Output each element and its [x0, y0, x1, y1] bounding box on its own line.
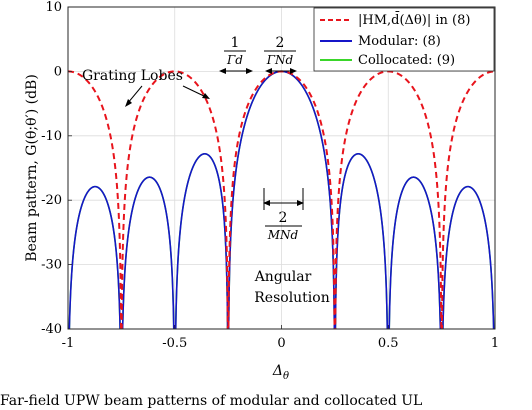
- grating-arrow-right: [182, 85, 207, 98]
- y-tick-label: -30: [41, 258, 62, 273]
- x-tick-label: 1: [491, 336, 499, 351]
- ann2-arrow-r: [290, 68, 297, 74]
- annotations: Grating Lobes 1 Γd 2 ΓNd 2 MNd Angular R…: [82, 35, 330, 306]
- angular-label: Angular: [254, 269, 312, 285]
- y-tick-label: -10: [41, 129, 62, 144]
- ann3-denominator: MNd: [267, 228, 299, 242]
- legend-text-collocated: Collocated: (9): [358, 53, 455, 68]
- beam-pattern-chart: -1 -0.5 0 0.5 1 -40 -30 -20 -10 0 10 Δθ Beam patte…: [24, 0, 499, 382]
- x-axis-label: Δθ: [272, 363, 289, 382]
- grating-arrowhead-right: [202, 93, 210, 99]
- y-axis-label: Beam pattern, G(θ;θ′) (dB): [24, 74, 40, 262]
- legend-text-envelope: |HM,d̄(Δθ)| in (8): [358, 11, 470, 28]
- resolution-label: Resolution: [254, 290, 329, 306]
- grating-arrowhead-left: [125, 99, 132, 107]
- x-tick-label: -0.5: [162, 336, 187, 351]
- y-tick-label: -40: [41, 322, 62, 337]
- x-tick-label: -1: [62, 336, 75, 351]
- ann1-arrow-l: [219, 68, 226, 74]
- ann1-numerator: 1: [231, 35, 240, 51]
- y-tick-label: 0: [54, 64, 62, 79]
- y-tick-label: -20: [41, 193, 62, 208]
- figure-caption: Far-field UPW beam patterns of modular a…: [0, 393, 423, 409]
- legend: |HM,d̄(Δθ)| in (8) Modular: (8) Collocat…: [313, 7, 495, 72]
- x-tick-label: 0: [277, 336, 285, 351]
- ann2-denominator: ΓNd: [266, 53, 294, 67]
- ann2-arrow-l: [265, 68, 272, 74]
- legend-text-modular: Modular: (8): [358, 34, 441, 49]
- x-tick-label: 0.5: [378, 336, 399, 351]
- ann1-arrow-r: [246, 68, 253, 74]
- ann3-numerator: 2: [279, 210, 288, 226]
- y-tick-label: 10: [45, 0, 62, 15]
- ann2-numerator: 2: [276, 35, 285, 51]
- ann3-arrow-l: [263, 200, 270, 206]
- axis-ticks: -1 -0.5 0 0.5 1 -40 -30 -20 -10 0 10: [41, 0, 499, 351]
- grating-lobes-label: Grating Lobes: [82, 68, 183, 84]
- ann1-denominator: Γd: [226, 53, 243, 67]
- ann3-arrow-r: [297, 200, 304, 206]
